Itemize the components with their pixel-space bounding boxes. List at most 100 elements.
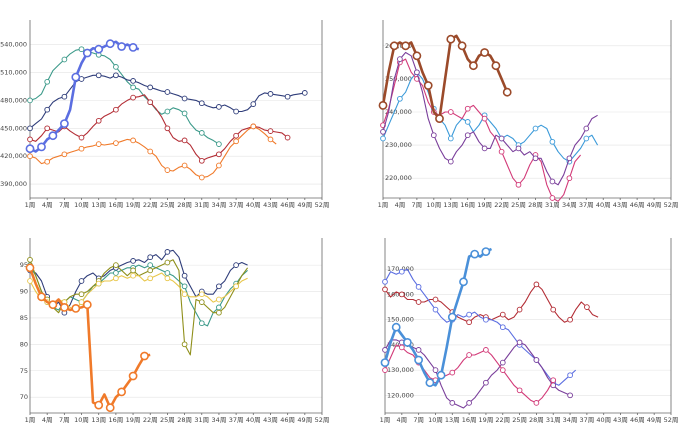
x-tick-label: 28周 xyxy=(528,201,543,209)
series-point-3 xyxy=(79,292,84,297)
series-point-3 xyxy=(383,348,388,353)
series-point-3 xyxy=(568,393,573,398)
series-point-2 xyxy=(268,92,273,97)
x-tick-label: 28周 xyxy=(529,416,544,424)
series-point-0 xyxy=(481,49,488,56)
series-point-1 xyxy=(465,120,470,125)
series-point-0 xyxy=(72,305,79,312)
x-tick-label: 34周 xyxy=(563,416,578,424)
series-point-3 xyxy=(450,401,455,406)
series-point-1 xyxy=(131,259,136,264)
x-tick-label: 10周 xyxy=(428,416,443,424)
series-point-3 xyxy=(584,126,589,131)
x-tick-label: 31周 xyxy=(194,416,209,424)
series-point-0 xyxy=(426,379,433,386)
series-point-3 xyxy=(28,137,33,142)
x-tick-label: 37周 xyxy=(579,416,594,424)
series-point-0 xyxy=(107,40,114,47)
x-tick-label: 16周 xyxy=(108,416,123,424)
series-point-0 xyxy=(438,372,445,379)
series-point-3 xyxy=(131,268,136,273)
chart-panel-distillate-inventory: 120,000130,000140,000150,000160,000170,0… xyxy=(349,218,697,435)
series-point-1 xyxy=(148,255,153,260)
series-point-0 xyxy=(459,42,466,49)
x-tick-label: 25周 xyxy=(511,201,526,209)
series-line-2 xyxy=(30,265,248,326)
series-point-0 xyxy=(107,404,114,411)
x-tick-label: 1周 xyxy=(25,416,36,424)
series-point-2 xyxy=(500,325,505,330)
x-tick-label: 37周 xyxy=(579,201,594,209)
series-point-1 xyxy=(62,57,67,62)
series-point-1 xyxy=(45,79,50,84)
series-point-3 xyxy=(516,146,521,151)
x-tick-label: 49周 xyxy=(647,201,662,209)
x-tick-label: 16周 xyxy=(108,201,123,209)
series-point-2 xyxy=(383,279,388,284)
series-point-1 xyxy=(500,312,505,317)
series-point-2 xyxy=(567,176,572,181)
series-point-1 xyxy=(550,139,555,144)
x-tick-label: 7周 xyxy=(413,416,424,424)
series-point-0 xyxy=(402,42,409,49)
y-tick-label: 390,000 xyxy=(0,180,27,188)
x-tick-label: 52周 xyxy=(664,416,679,424)
series-point-0 xyxy=(393,324,400,331)
series-point-4 xyxy=(217,163,222,168)
series-point-2 xyxy=(433,307,438,312)
series-point-4 xyxy=(199,175,204,180)
x-tick-label: 22周 xyxy=(495,416,510,424)
x-tick-label: 40周 xyxy=(246,201,261,209)
series-point-3 xyxy=(217,310,222,315)
x-tick-label: 1周 xyxy=(378,201,389,209)
series-point-1 xyxy=(533,126,538,131)
series-point-1 xyxy=(517,307,522,312)
series-point-4 xyxy=(399,345,404,350)
series-point-3 xyxy=(533,156,538,161)
series-point-4 xyxy=(28,154,33,159)
series-point-2 xyxy=(62,94,67,99)
x-tick-label: 46周 xyxy=(280,201,295,209)
chart-panel-gasoline-inventory: 220,000230,000240,000250,000260,0001周4周7… xyxy=(349,0,697,218)
x-tick-label: 13周 xyxy=(445,416,460,424)
series-point-4 xyxy=(96,281,101,286)
x-tick-label: 4周 xyxy=(42,201,53,209)
series-point-3 xyxy=(550,179,555,184)
x-tick-label: 52周 xyxy=(315,201,330,209)
series-point-1 xyxy=(416,300,421,305)
y-tick-label: 85 xyxy=(20,314,28,322)
y-tick-label: 80 xyxy=(20,340,28,348)
series-point-0 xyxy=(72,74,79,81)
series-point-0 xyxy=(141,352,148,359)
series-point-1 xyxy=(79,47,84,52)
series-point-1 xyxy=(114,65,119,70)
series-point-3 xyxy=(114,107,119,112)
series-point-0 xyxy=(471,251,478,258)
series-point-2 xyxy=(114,73,119,78)
x-tick-label: 28周 xyxy=(177,201,192,209)
y-tick-label: 150,000 xyxy=(387,316,414,324)
series-point-2 xyxy=(416,285,421,290)
series-point-0 xyxy=(504,89,511,96)
series-point-4 xyxy=(217,297,222,302)
series-point-1 xyxy=(383,287,388,292)
chart-panel-refinery-utilization: 70 75 80 85 90 95 1周 4周 7周 10周 13周 16周 19周 22周 25周 28周 3… xyxy=(0,218,348,435)
series-point-1 xyxy=(217,284,222,289)
x-tick-label: 22周 xyxy=(143,201,158,209)
series-point-0 xyxy=(61,304,68,311)
series-point-3 xyxy=(148,100,153,105)
series-point-4 xyxy=(234,139,239,144)
series-point-1 xyxy=(534,282,539,287)
x-tick-label: 4周 xyxy=(395,201,406,209)
series-point-2 xyxy=(302,91,307,96)
series-point-3 xyxy=(381,129,386,134)
x-tick-label: 4周 xyxy=(397,416,408,424)
series-point-1 xyxy=(448,136,453,141)
x-tick-label: 46周 xyxy=(630,416,645,424)
x-tick-label: 43周 xyxy=(613,201,628,209)
x-tick-label: 10周 xyxy=(74,416,89,424)
series-point-3 xyxy=(484,380,489,385)
series-point-3 xyxy=(534,358,539,363)
y-tick-label: 450,000 xyxy=(0,124,27,132)
series-point-2 xyxy=(251,102,256,107)
